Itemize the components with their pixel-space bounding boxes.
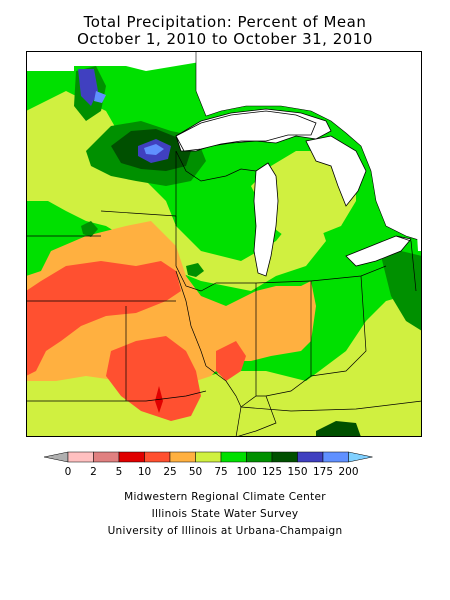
region-25-50-west <box>26 261 181 376</box>
credit-uiuc: University of Illinois at Urbana-Champai… <box>107 525 343 537</box>
legend-swatch <box>297 451 324 463</box>
legend-swatch <box>220 451 247 463</box>
legend-swatch <box>271 451 298 463</box>
legend-label: 10 <box>138 466 151 478</box>
legend-swatch <box>246 451 273 463</box>
legend-label: 175 <box>313 466 333 478</box>
white-corner-west <box>26 51 74 71</box>
region-75-100-michigan <box>251 151 356 241</box>
lake-superior-shape <box>175 110 317 152</box>
region-200-northwest <box>94 91 106 103</box>
precipitation-map <box>26 51 422 437</box>
legend-label: 200 <box>338 466 358 478</box>
legend-swatch <box>169 451 196 463</box>
ontario-area <box>195 51 422 242</box>
region-150-175-south <box>316 421 361 437</box>
map-title: Total Precipitation: Percent of Mean <box>83 13 367 31</box>
region-125-150-ohio <box>381 251 422 331</box>
legend-swatch <box>93 451 120 463</box>
region-200-minnesota <box>144 144 164 155</box>
legend-swatch <box>322 451 349 463</box>
legend-label: 75 <box>214 466 227 478</box>
lake-erie <box>345 235 412 267</box>
region-175-200-northwest <box>78 69 98 106</box>
legend-arrow-low <box>43 451 69 463</box>
map-frame <box>26 51 422 437</box>
legend-label: 2 <box>90 466 97 478</box>
region-125-150-iowa <box>81 221 98 237</box>
legend-swatch <box>118 451 145 463</box>
legend-label: 100 <box>236 466 256 478</box>
color-legend: 0 2 5 10 25 50 75 100 125 150 175 200 <box>43 451 373 478</box>
legend-swatch <box>195 451 222 463</box>
white-corner-east <box>406 51 422 251</box>
legend-swatch <box>67 451 94 463</box>
region-75-100-south <box>26 291 422 437</box>
legend-arrow-high <box>348 451 373 463</box>
region-25-50-indiana <box>216 341 246 381</box>
legend-label: 150 <box>287 466 307 478</box>
legend-label: 25 <box>163 466 176 478</box>
legend-label: 50 <box>189 466 202 478</box>
map-date-range: October 1, 2010 to October 31, 2010 <box>77 30 373 48</box>
region-25-50-south <box>106 336 201 421</box>
credit-mrcc: Midwestern Regional Climate Center <box>124 491 326 503</box>
lake-huron <box>305 135 367 207</box>
state-boundaries <box>26 150 422 437</box>
legend-label: 125 <box>262 466 282 478</box>
legend-swatch <box>144 451 171 463</box>
lake-michigan <box>253 162 279 277</box>
credit-isws: Illinois State Water Survey <box>151 508 299 520</box>
region-125-150-wisconsin <box>186 263 204 277</box>
legend-label: 5 <box>116 466 123 478</box>
legend-label: 0 <box>65 466 72 478</box>
